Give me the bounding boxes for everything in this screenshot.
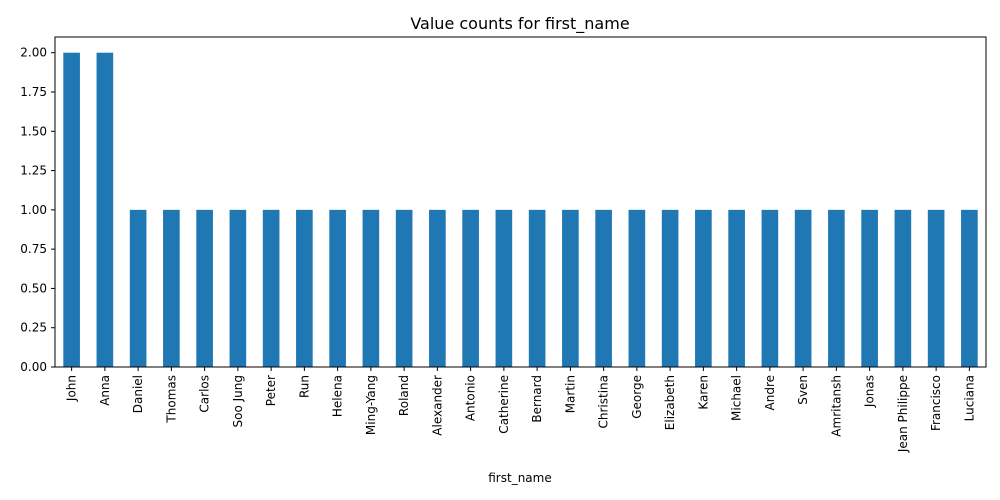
- y-tick-label: 1.75: [20, 85, 47, 99]
- x-tick-label: Antonio: [464, 375, 478, 421]
- x-tick-label: Carlos: [198, 375, 212, 413]
- x-tick-label: John: [65, 375, 79, 402]
- bar-anna: [96, 52, 114, 367]
- x-tick-label: Sven: [796, 375, 810, 405]
- x-tick-label: Jonas: [863, 375, 877, 408]
- bar-sven: [794, 209, 812, 367]
- chart-title: Value counts for first_name: [410, 14, 629, 34]
- y-tick-label: 1.50: [20, 124, 47, 138]
- bar-martin: [562, 209, 579, 367]
- y-axis: 0.00 0.25 0.50 0.75 1.00 1.25 1.50 1.75 2.00: [20, 46, 55, 374]
- x-tick-label: Francisco: [929, 375, 943, 431]
- bar-peter: [262, 209, 280, 367]
- bar-alexander: [429, 209, 446, 367]
- x-tick-label: Bernard: [530, 375, 544, 423]
- bar-soo-jung: [229, 209, 247, 367]
- y-tick-label: 0.50: [20, 281, 47, 295]
- x-tick-label: Christina: [597, 375, 611, 429]
- x-tick-label: Thomas: [164, 375, 178, 424]
- x-tick-label: Alexander: [430, 375, 444, 436]
- bar-ming-yang: [362, 209, 380, 367]
- x-tick-label: Martin: [563, 375, 577, 413]
- bar-christina: [595, 209, 612, 367]
- y-tick-label: 0.75: [20, 242, 47, 256]
- bar-bernard: [528, 209, 546, 367]
- bar-roland: [395, 209, 413, 367]
- x-tick-label: Elizabeth: [663, 375, 677, 430]
- x-axis-label: first_name: [488, 471, 551, 485]
- bar-andre: [761, 209, 779, 367]
- bar-karen: [695, 209, 712, 367]
- bar-john: [63, 52, 80, 367]
- y-tick-label: 0.00: [20, 360, 47, 374]
- x-tick-label: Andre: [763, 375, 777, 410]
- x-tick-label: Karen: [696, 375, 710, 410]
- x-tick-label: Peter: [264, 375, 278, 406]
- bar-francisco: [927, 209, 945, 367]
- bar-elizabeth: [661, 209, 679, 367]
- x-tick-label: Amritansh: [829, 375, 843, 437]
- bars-group: [63, 52, 978, 367]
- bar-daniel: [129, 209, 147, 367]
- x-tick-label: Michael: [730, 375, 744, 421]
- y-tick-label: 0.25: [20, 321, 47, 335]
- x-tick-label: Luciana: [962, 375, 976, 421]
- bar-helena: [329, 209, 346, 367]
- bar-george: [628, 209, 646, 367]
- y-tick-label: 1.25: [20, 164, 47, 178]
- x-axis: John Anna Daniel Thomas Carlos Soo Jung Peter R…: [65, 367, 976, 453]
- x-tick-label: Run: [297, 375, 311, 398]
- bar-antonio: [462, 209, 479, 367]
- x-tick-label: Jean Philippe: [896, 375, 910, 453]
- bar-amritansh: [828, 209, 845, 367]
- bar-jonas: [861, 209, 878, 367]
- bar-run: [296, 209, 313, 367]
- bar-carlos: [196, 209, 213, 367]
- x-tick-label: Roland: [397, 375, 411, 416]
- plot-frame: [54, 36, 987, 368]
- y-tick-label: 1.00: [20, 203, 47, 217]
- y-tick-label: 2.00: [20, 46, 47, 60]
- bar-jean-philippe: [894, 209, 912, 367]
- x-tick-label: Soo Jung: [231, 375, 245, 427]
- bar-michael: [728, 209, 745, 367]
- x-tick-label: George: [630, 375, 644, 419]
- x-tick-label: Daniel: [131, 375, 145, 413]
- x-tick-label: Anna: [98, 375, 112, 406]
- x-tick-label: Ming-Yang: [364, 375, 378, 435]
- x-tick-label: Helena: [331, 375, 345, 417]
- bar-luciana: [961, 209, 978, 367]
- bar-thomas: [163, 209, 180, 367]
- x-tick-label: Catherine: [497, 375, 511, 434]
- bar-catherine: [495, 209, 513, 367]
